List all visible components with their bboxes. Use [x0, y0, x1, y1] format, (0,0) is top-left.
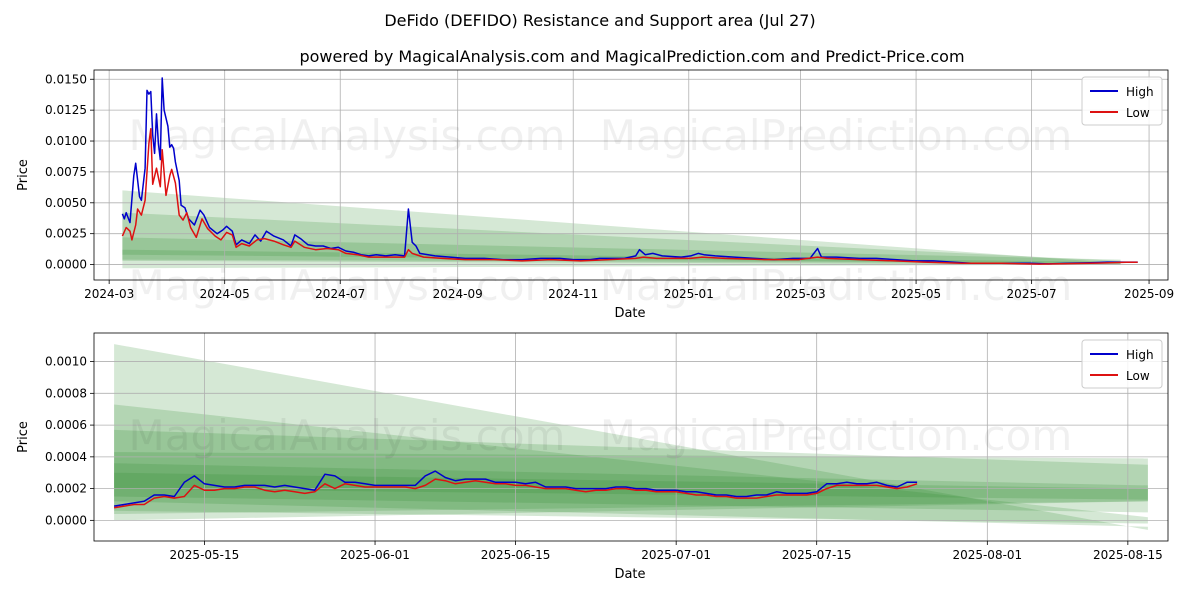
support-band-3: [114, 452, 1148, 521]
watermark-prediction: MagicalPrediction.com: [600, 111, 1073, 160]
series-line-low: [113, 478, 918, 509]
x-axis-label: Date: [614, 567, 645, 582]
watermark-prediction: MagicalPrediction.com: [600, 261, 1073, 310]
y-tick-label: 0.0000: [45, 258, 87, 272]
support-band-1: [122, 212, 1121, 265]
y-tick-label: 0.0002: [45, 482, 87, 496]
series-line-high: [113, 470, 918, 507]
legend-label-high: High: [1126, 85, 1154, 99]
x-tick-label: 2024-05: [200, 287, 250, 301]
y-tick-label: 0.0004: [45, 450, 87, 464]
x-tick-label: 2025-05: [891, 287, 941, 301]
x-tick-label: 2024-09: [433, 287, 483, 301]
x-tick-label: 2025-09: [1124, 287, 1174, 301]
y-tick-label: 0.0000: [45, 513, 87, 527]
y-tick-label: 0.0075: [45, 165, 87, 179]
y-tick-label: 0.0150: [45, 72, 87, 86]
support-band-0: [114, 344, 1148, 530]
legend-label-high: High: [1126, 348, 1154, 362]
support-band-2: [114, 429, 1148, 513]
x-tick-label: 2025-07-01: [641, 548, 711, 562]
watermark-analysis: MagicalAnalysis.com: [129, 261, 566, 310]
legend: High Low: [1081, 76, 1163, 126]
y-tick-label: 0.0006: [45, 418, 87, 432]
legend: High Low: [1081, 339, 1163, 389]
watermark-prediction: MagicalPrediction.com: [600, 411, 1073, 460]
x-tick-label: 2025-07-15: [782, 548, 852, 562]
legend-label-low: Low: [1126, 369, 1150, 383]
y-tick-label: 0.0125: [45, 103, 87, 117]
x-tick-label: 2025-06-15: [481, 548, 551, 562]
plot-frame: [93, 69, 1169, 281]
y-tick-label: 0.0100: [45, 134, 87, 148]
x-tick-label: 2025-08-15: [1093, 548, 1163, 562]
series-line-high: [121, 77, 1138, 265]
x-tick-label: 2025-08-01: [952, 548, 1022, 562]
x-tick-label: 2025-03: [775, 287, 825, 301]
x-tick-label: 2025-06-01: [340, 548, 410, 562]
y-tick-label: 0.0050: [45, 196, 87, 210]
x-tick-label: 2024-07: [315, 287, 365, 301]
panel-full-history: MagicalAnalysis.com MagicalPrediction.com…: [16, 69, 1174, 321]
plot-frame: [93, 332, 1169, 542]
y-tick-label: 0.0010: [45, 355, 87, 369]
x-tick-label: 2025-01: [664, 287, 714, 301]
support-band-0: [122, 190, 1121, 264]
y-tick-label: 0.0008: [45, 386, 87, 400]
chart-subtitle: powered by MagicalAnalysis.com and Magic…: [299, 47, 964, 66]
y-tick-label: 0.0025: [45, 227, 87, 241]
y-axis-label: Price: [16, 421, 31, 453]
x-tick-label: 2024-11: [548, 287, 598, 301]
series-line-low: [121, 127, 1138, 265]
watermark-analysis: MagicalAnalysis.com: [129, 411, 566, 460]
x-tick-label: 2024-03: [84, 287, 134, 301]
x-axis-label: Date: [614, 306, 645, 321]
support-band-1: [114, 404, 1148, 524]
support-band-5: [114, 472, 1148, 500]
watermark-analysis: MagicalAnalysis.com: [129, 111, 566, 160]
chart-title: DeFido (DEFIDO) Resistance and Support a…: [384, 11, 815, 30]
legend-label-low: Low: [1126, 106, 1150, 120]
y-axis-label: Price: [16, 159, 31, 191]
x-tick-label: 2025-07: [1007, 287, 1057, 301]
panel-recent: MagicalAnalysis.com MagicalPrediction.com…: [16, 332, 1169, 582]
x-tick-label: 2025-05-15: [170, 548, 240, 562]
